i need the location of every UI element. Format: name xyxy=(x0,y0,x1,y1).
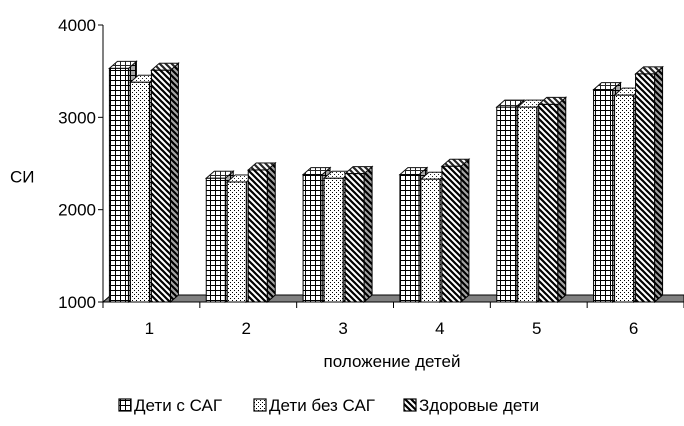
bars xyxy=(108,60,664,304)
bar xyxy=(150,62,180,304)
legend-item: Дети без САГ xyxy=(253,396,375,415)
bar xyxy=(537,96,568,304)
legend-label: Дети без САГ xyxy=(269,396,375,415)
legend-swatch xyxy=(118,398,132,412)
legend-label: Здоровые дети xyxy=(419,396,539,415)
legend: Дети с САГ Дети без САГ Здоровые дети xyxy=(118,396,539,415)
bar xyxy=(440,158,471,304)
bar xyxy=(343,165,374,304)
y-tick-label: 3000 xyxy=(58,108,96,127)
x-tick-label: 5 xyxy=(532,319,541,338)
x-tick-label: 2 xyxy=(242,319,251,338)
x-tick-label: 3 xyxy=(338,319,347,338)
bar xyxy=(634,65,664,304)
legend-item: Здоровые дети xyxy=(403,396,539,415)
x-tick-label: 6 xyxy=(629,319,638,338)
x-axis-title: положение детей xyxy=(324,352,461,371)
bar xyxy=(246,161,277,304)
legend-swatch xyxy=(253,398,267,412)
legend-swatch xyxy=(403,398,417,412)
y-tick-label: 2000 xyxy=(58,201,96,220)
tick-labels: 1000 2000 3000 4000 1 2 3 4 5 6 xyxy=(58,16,684,338)
y-tick-label: 4000 xyxy=(58,16,96,35)
x-tick-label: 1 xyxy=(145,319,154,338)
legend-item: Дети с САГ xyxy=(118,396,222,415)
y-axis-title: СИ xyxy=(10,167,35,186)
y-tick-label: 1000 xyxy=(58,293,96,312)
legend-label: Дети с САГ xyxy=(134,396,222,415)
x-tick-label: 4 xyxy=(435,319,444,338)
